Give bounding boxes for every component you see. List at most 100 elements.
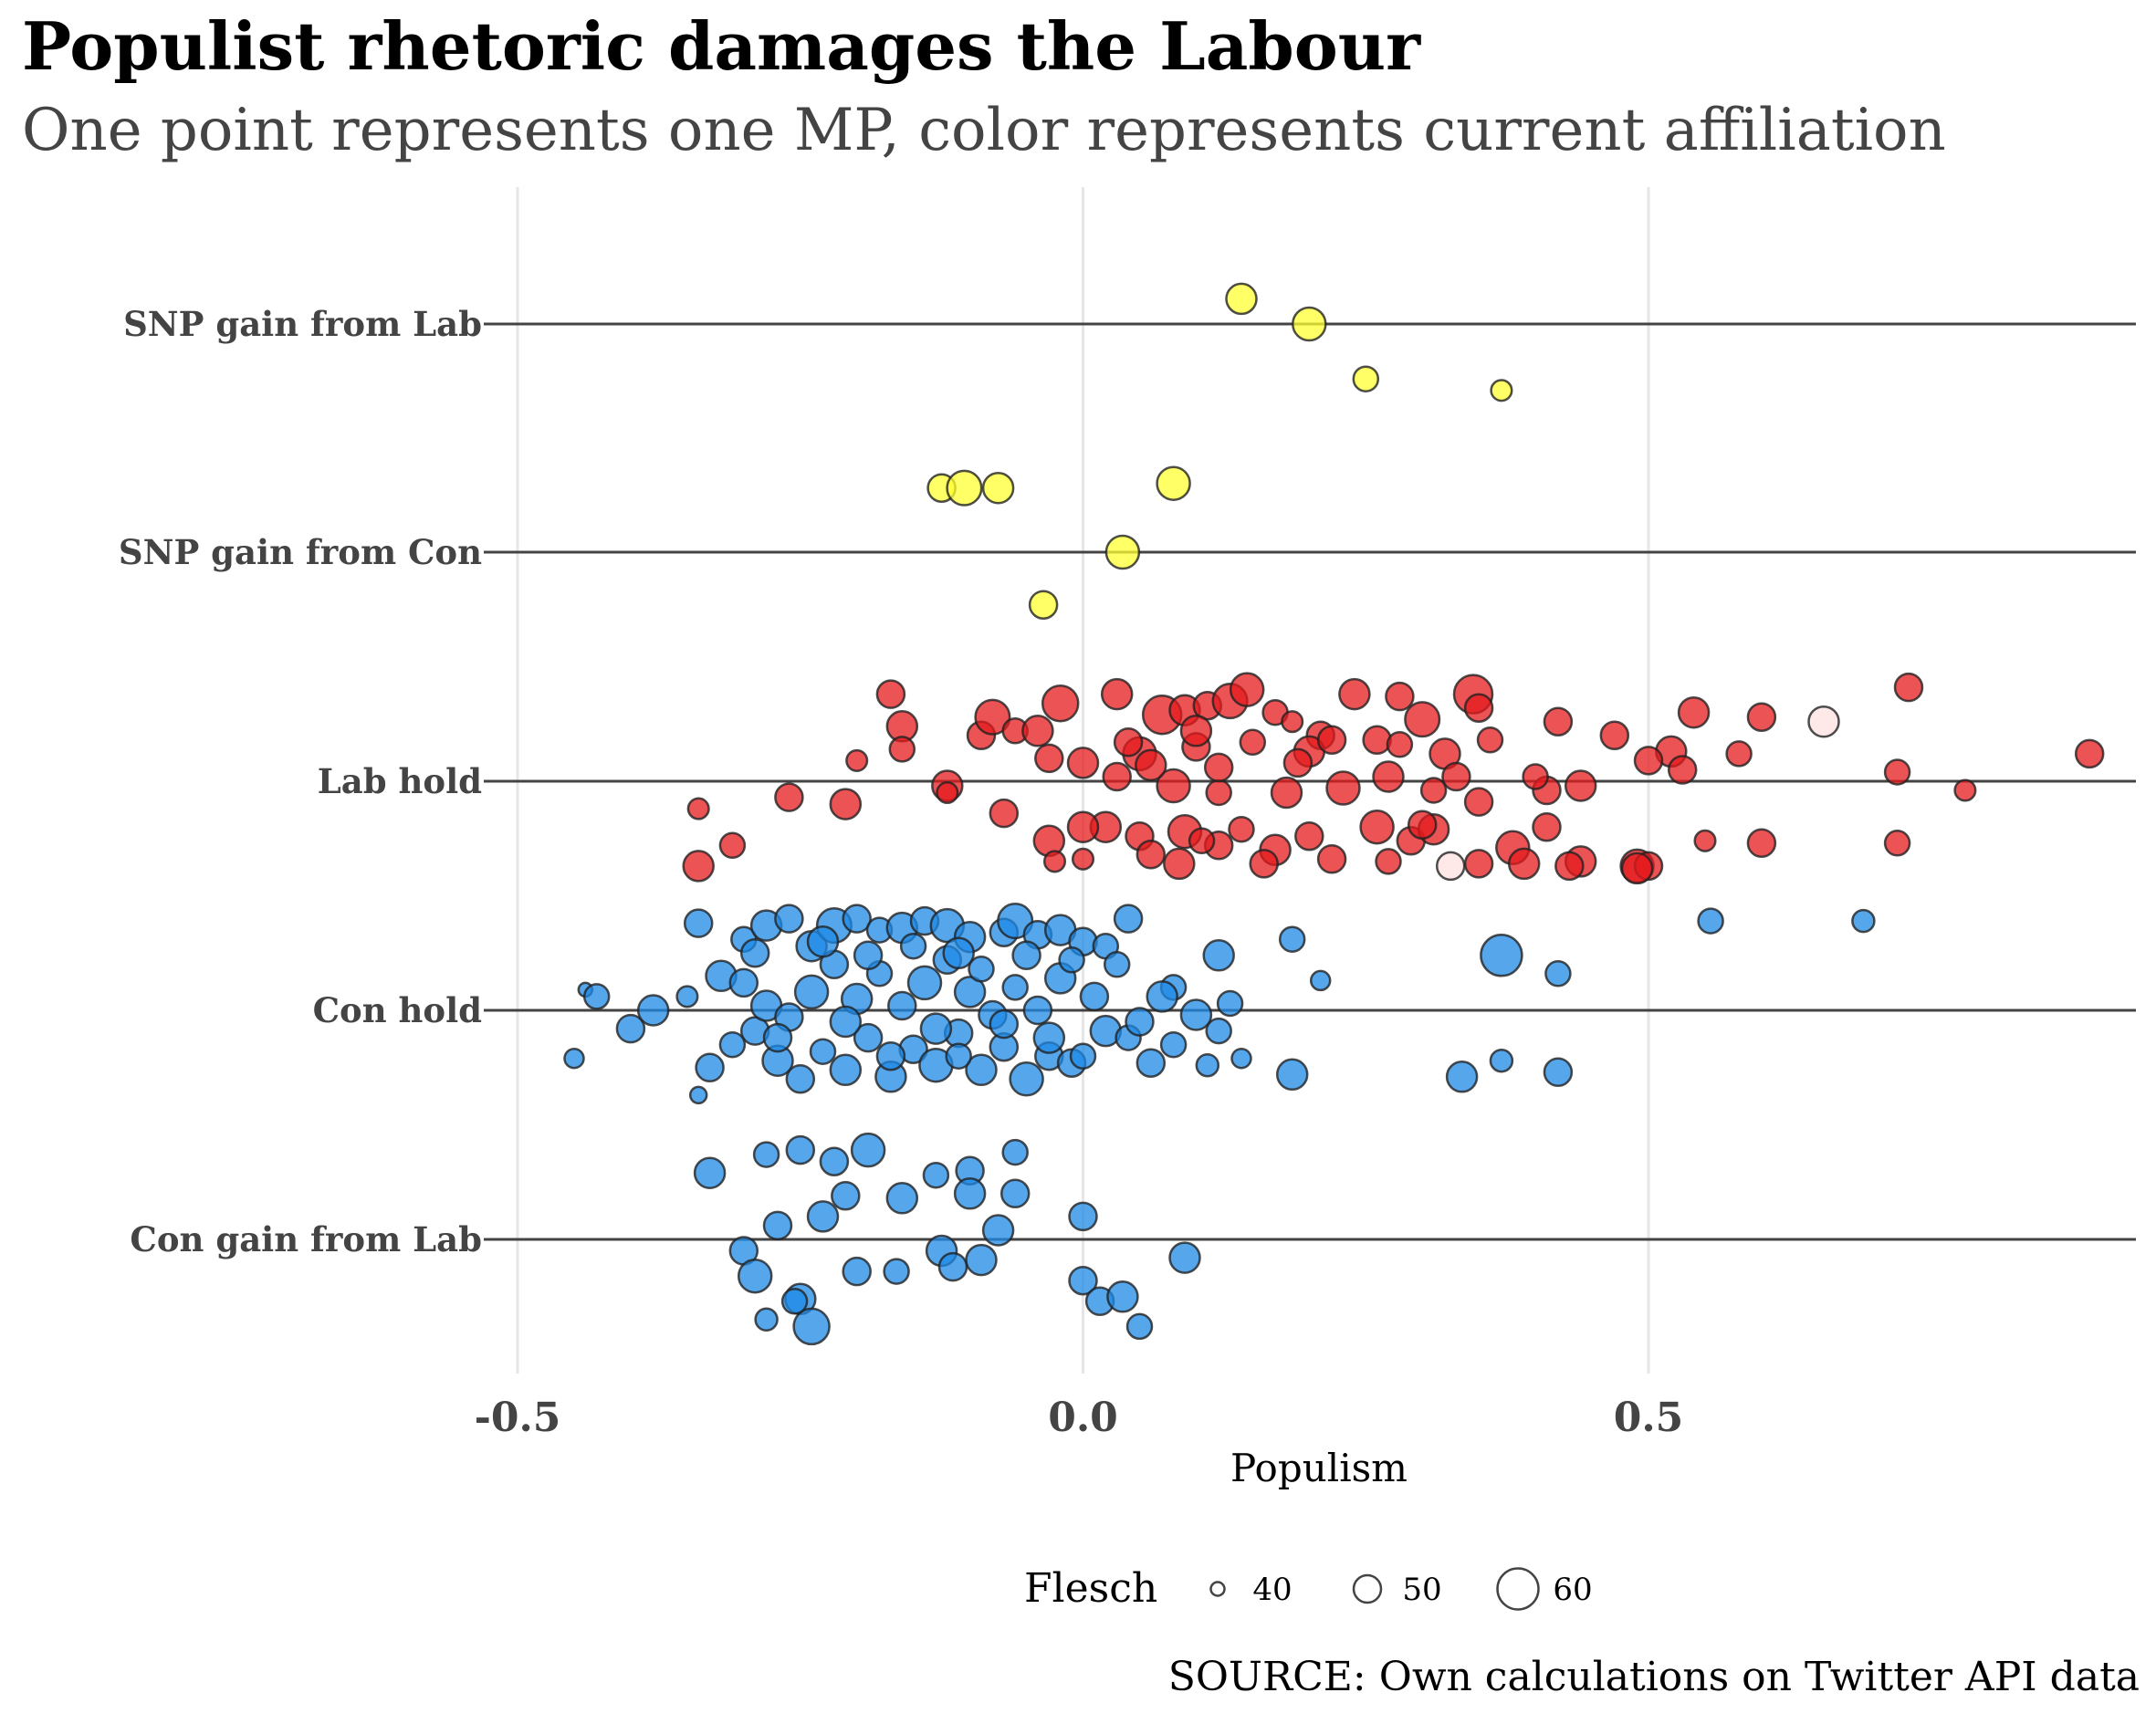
- data-point: [1188, 827, 1216, 855]
- category-label: SNP gain from Con: [119, 532, 482, 572]
- data-point: [1009, 1061, 1044, 1097]
- category-label: Con hold: [313, 990, 482, 1030]
- data-point: [965, 1243, 998, 1277]
- data-point: [1480, 934, 1523, 977]
- data-point: [1168, 1241, 1201, 1274]
- data-point: [1079, 981, 1110, 1012]
- data-point: [842, 1256, 872, 1287]
- data-point: [875, 679, 906, 709]
- data-point: [946, 469, 983, 507]
- data-point: [1179, 715, 1213, 747]
- data-point: [1021, 715, 1054, 747]
- data-point: [853, 940, 884, 971]
- data-point: [1325, 770, 1361, 806]
- data-point: [683, 908, 714, 938]
- category-label: SNP gain from Lab: [123, 304, 482, 344]
- data-point: [780, 1288, 809, 1315]
- data-point: [1249, 849, 1279, 879]
- source-note: SOURCE: Own calculations on Twitter API …: [1167, 1654, 2140, 1700]
- data-point: [1216, 989, 1244, 1018]
- data-point: [693, 1156, 727, 1189]
- category-labels: SNP gain from Lab SNP gain from Con Lab ho…: [119, 304, 482, 1259]
- data-point: [1032, 1021, 1066, 1054]
- data-point: [1807, 705, 1840, 738]
- data-point: [899, 932, 927, 960]
- data-point: [1476, 726, 1504, 754]
- data-point: [1113, 904, 1144, 934]
- data-point: [989, 798, 1020, 829]
- data-point: [1599, 720, 1630, 751]
- data-point: [883, 1258, 910, 1285]
- data-point: [1225, 282, 1258, 316]
- x-tick-label: 0.0: [1048, 1395, 1118, 1441]
- data-point: [1953, 778, 1977, 802]
- x-tick-label: 0.5: [1614, 1395, 1684, 1441]
- data-point: [1489, 1048, 1514, 1073]
- data-point: [806, 1200, 840, 1233]
- data-point: [2074, 738, 2105, 769]
- data-point: [1532, 811, 1562, 842]
- data-point: [737, 1258, 773, 1294]
- data-point: [981, 471, 1015, 505]
- data-point: [1309, 969, 1332, 992]
- data-point: [1281, 710, 1304, 734]
- data-point: [615, 1013, 646, 1044]
- data-point: [1463, 693, 1494, 723]
- data-point: [1125, 1312, 1154, 1341]
- data-point: [728, 967, 759, 998]
- x-axis-title: Populism: [1230, 1446, 1408, 1490]
- data-point: [953, 976, 987, 1008]
- data-point: [1159, 1030, 1188, 1059]
- data-point: [1275, 1058, 1309, 1092]
- data-point: [922, 1161, 950, 1189]
- data-point: [793, 974, 830, 1010]
- legend-size-circle: [1209, 1581, 1226, 1597]
- data-point: [1106, 1280, 1139, 1313]
- data-points: [563, 282, 2105, 1346]
- data-point: [1883, 830, 1911, 857]
- data-point: [1179, 998, 1213, 1031]
- data-point: [1104, 534, 1141, 570]
- data-point: [1001, 974, 1029, 1001]
- data-point: [1292, 306, 1327, 342]
- data-point: [1071, 847, 1095, 871]
- data-point: [1294, 820, 1324, 852]
- data-point: [1352, 365, 1380, 392]
- data-point: [1620, 852, 1654, 885]
- data-point: [936, 780, 959, 805]
- data-point: [888, 736, 916, 763]
- data-point: [919, 1012, 953, 1045]
- data-point: [1058, 946, 1085, 974]
- data-point: [1278, 925, 1306, 953]
- data-point: [806, 925, 840, 958]
- data-point: [1543, 1057, 1574, 1088]
- data-point: [1522, 763, 1549, 790]
- data-point: [1463, 787, 1494, 817]
- data-point: [774, 904, 804, 934]
- data-point: [1697, 907, 1724, 935]
- data-point: [675, 985, 699, 1008]
- data-point: [762, 1022, 793, 1053]
- data-point: [974, 698, 1011, 736]
- data-point: [1677, 695, 1711, 729]
- data-point: [1228, 815, 1255, 843]
- data-point: [953, 1177, 987, 1210]
- legend-label: 50: [1402, 1572, 1441, 1608]
- data-point: [1893, 672, 1924, 703]
- data-point: [1068, 1265, 1098, 1296]
- data-point: [1069, 1042, 1097, 1070]
- data-point: [682, 850, 715, 883]
- data-point: [695, 1052, 725, 1083]
- data-point: [1316, 725, 1347, 756]
- data-point: [563, 1047, 585, 1070]
- data-point: [906, 965, 943, 1001]
- data-point: [1507, 847, 1541, 881]
- data-point: [1435, 851, 1466, 882]
- data-point: [718, 831, 747, 860]
- data-point: [1136, 840, 1167, 870]
- data-point: [1041, 684, 1080, 723]
- data-point: [945, 1042, 972, 1070]
- data-point: [842, 904, 872, 934]
- legend-label: 60: [1553, 1572, 1592, 1608]
- data-point: [1066, 810, 1100, 843]
